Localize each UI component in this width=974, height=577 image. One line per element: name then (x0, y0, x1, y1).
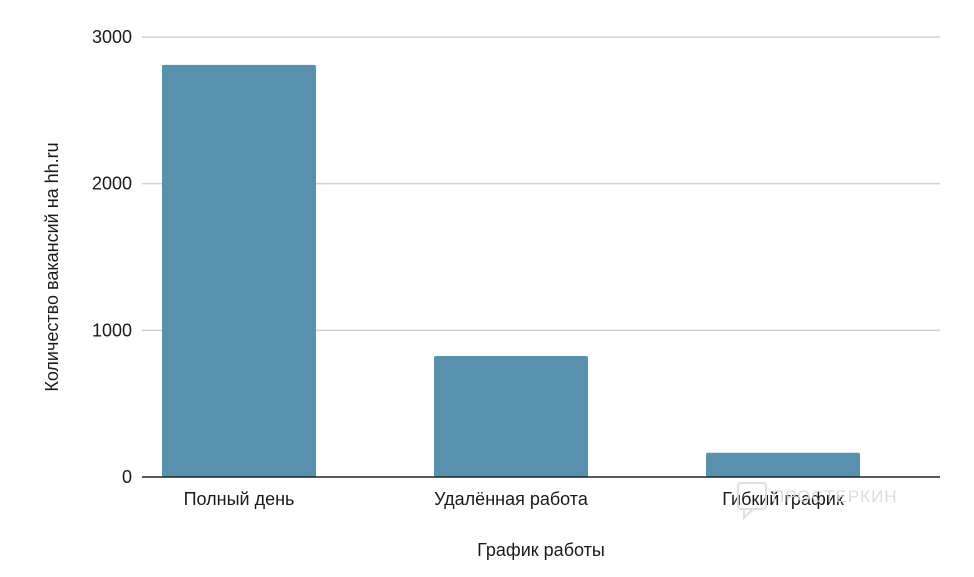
bar (162, 64, 316, 477)
bar (706, 452, 860, 477)
y-tick-label: 2000 (92, 174, 132, 194)
x-category-label: Гибкий график (722, 489, 844, 509)
y-tick-label: 3000 (92, 27, 132, 47)
y-axis-title: Количество вакансий на hh.ru (42, 142, 62, 391)
watermark: ПРОСТЕРКИН (737, 482, 898, 521)
y-tick-label: 1000 (92, 320, 132, 340)
x-category-labels: Полный день Удалённая работа Гибкий график (184, 489, 844, 509)
bars (162, 64, 860, 477)
y-tick-labels: 0 1000 2000 3000 (92, 27, 132, 487)
x-category-label: Удалённая работа (434, 489, 589, 509)
x-category-label: Полный день (184, 489, 295, 509)
watermark-logo-tail-icon (743, 508, 754, 521)
watermark-text: ПРОСТЕРКИН (772, 487, 898, 506)
x-axis-title: График работы (477, 540, 605, 560)
bar (434, 356, 588, 477)
y-tick-label: 0 (122, 467, 132, 487)
